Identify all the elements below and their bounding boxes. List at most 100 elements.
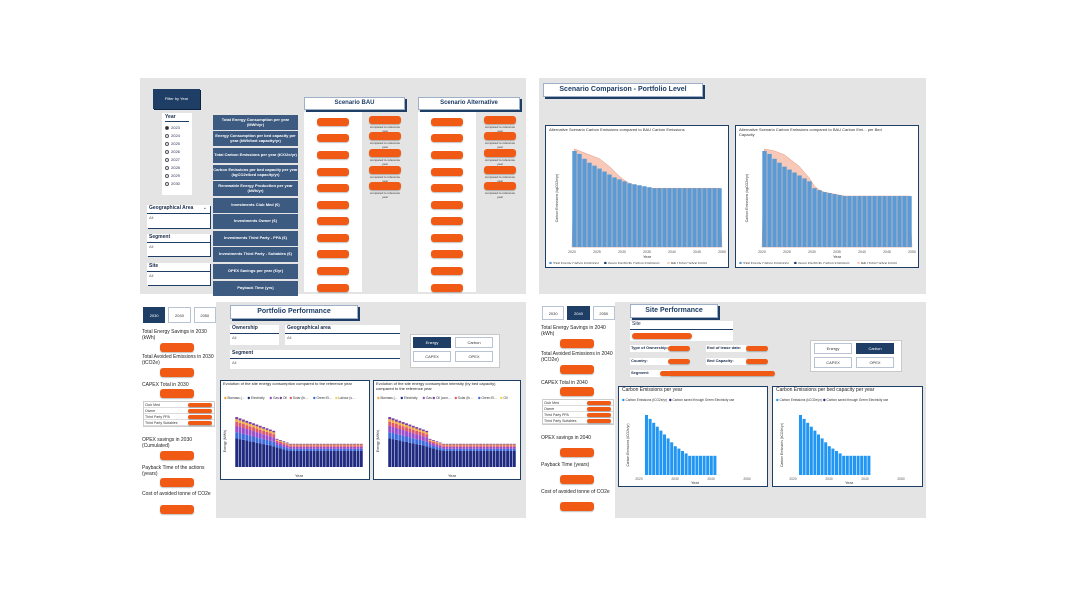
capex-row-value[interactable]	[188, 409, 212, 413]
alt-value-button[interactable]	[431, 234, 463, 242]
alt-value-button[interactable]	[431, 118, 463, 126]
bau-value-button[interactable]	[317, 151, 349, 159]
bau-delta-button[interactable]	[369, 116, 401, 124]
site-dropdown[interactable]: All	[149, 272, 154, 278]
bau-value-button[interactable]	[317, 284, 349, 292]
kpi-value-button[interactable]	[560, 365, 594, 374]
alt-delta-button[interactable]	[484, 166, 516, 174]
radio-icon[interactable]	[165, 165, 169, 170]
year-option[interactable]: 2024	[165, 132, 189, 140]
year-toggle-2040[interactable]: 2040	[567, 306, 590, 320]
bau-value-button[interactable]	[317, 134, 349, 142]
capex-row-value[interactable]	[188, 415, 212, 419]
site-info-value[interactable]	[746, 359, 768, 364]
alt-value-button[interactable]	[431, 284, 463, 292]
bau-value-button[interactable]	[317, 184, 349, 192]
stack-segment	[401, 426, 405, 431]
filter-by-year-button[interactable]: Filter by Year	[153, 89, 200, 109]
alt-delta-button[interactable]	[484, 182, 516, 190]
radio-icon[interactable]	[165, 157, 169, 162]
bau-value-button[interactable]	[317, 267, 349, 275]
toggle-opex[interactable]: OPEX	[455, 351, 493, 362]
alt-value-button[interactable]	[431, 217, 463, 225]
site-info-value[interactable]	[660, 371, 775, 376]
site-info-value[interactable]	[746, 346, 768, 351]
geo-area-dropdown[interactable]: All	[149, 214, 154, 220]
kpi-value-button[interactable]	[560, 387, 594, 396]
bau-value-button[interactable]	[317, 234, 349, 242]
radio-icon[interactable]	[165, 149, 169, 154]
capex-row-value[interactable]	[188, 403, 212, 407]
radio-icon[interactable]	[165, 125, 169, 130]
stack-segment	[492, 443, 496, 445]
alt-delta-button[interactable]	[484, 132, 516, 140]
year-toggle-2050[interactable]: 2050	[193, 307, 216, 323]
site-info-value[interactable]	[668, 359, 690, 364]
year-toggle-2030[interactable]: 2030	[542, 306, 565, 320]
alt-value-button[interactable]	[431, 151, 463, 159]
year-option[interactable]: 2029	[165, 172, 189, 180]
year-option[interactable]: 2023	[165, 124, 189, 132]
year-toggle-2040[interactable]: 2040	[168, 307, 191, 323]
toggle-opex[interactable]: OPEX	[856, 357, 894, 368]
toggle-carbon[interactable]: Carbon	[455, 337, 493, 348]
sp-site-dropdown[interactable]	[632, 333, 692, 339]
capex-row-value[interactable]	[587, 401, 611, 405]
year-toggle-2030[interactable]: 2030	[143, 307, 166, 323]
bau-value-button[interactable]	[317, 118, 349, 126]
chevron-down-icon[interactable]: ⌄	[202, 205, 207, 211]
pp-geo-dropdown[interactable]: All	[287, 334, 292, 340]
kpi-value-button[interactable]	[160, 368, 194, 377]
kpi-value-button[interactable]	[160, 389, 194, 398]
year-toggle-2050[interactable]: 2050	[592, 306, 615, 320]
alt-value-button[interactable]	[431, 134, 463, 142]
capex-row-value[interactable]	[587, 413, 611, 417]
alt-value-button[interactable]	[431, 250, 463, 258]
capex-row-value[interactable]	[587, 407, 611, 411]
kpi-value-button[interactable]	[160, 505, 194, 514]
alt-delta-button[interactable]	[484, 149, 516, 157]
radio-icon[interactable]	[165, 141, 169, 146]
bau-delta-button[interactable]	[369, 149, 401, 157]
stack-segment	[292, 445, 296, 447]
bau-delta-button[interactable]	[369, 166, 401, 174]
kpi-value-button[interactable]	[160, 343, 194, 352]
bau-delta-button[interactable]	[369, 132, 401, 140]
year-option[interactable]: 2026	[165, 148, 189, 156]
alt-value-button[interactable]	[431, 267, 463, 275]
bau-value-button[interactable]	[317, 168, 349, 176]
kpi-value-button[interactable]	[560, 339, 594, 348]
radio-icon[interactable]	[165, 173, 169, 178]
kpi-value-button[interactable]	[160, 451, 194, 460]
year-option[interactable]: 2028	[165, 164, 189, 172]
stack-segment	[353, 445, 357, 447]
toggle-capex[interactable]: CAPEX	[814, 357, 852, 368]
kpi-value-button[interactable]	[560, 448, 594, 457]
kpi-value-button[interactable]	[160, 478, 194, 487]
capex-row-value[interactable]	[587, 419, 611, 423]
year-option[interactable]: 2025	[165, 140, 189, 148]
pp-ownership-dropdown[interactable]: All	[232, 334, 237, 340]
toggle-carbon[interactable]: Carbon	[856, 343, 894, 354]
alt-value-button[interactable]	[431, 201, 463, 209]
kpi-value-button[interactable]	[560, 502, 594, 511]
alt-delta-button[interactable]	[484, 116, 516, 124]
bau-delta-button[interactable]	[369, 182, 401, 190]
pp-segment-dropdown[interactable]: All	[232, 359, 237, 365]
alt-value-button[interactable]	[431, 168, 463, 176]
toggle-capex[interactable]: CAPEX	[413, 351, 451, 362]
bau-value-button[interactable]	[317, 201, 349, 209]
bau-value-button[interactable]	[317, 217, 349, 225]
capex-row-value[interactable]	[188, 421, 212, 425]
year-option[interactable]: 2027	[165, 156, 189, 164]
radio-icon[interactable]	[165, 181, 169, 186]
alt-value-button[interactable]	[431, 184, 463, 192]
year-option[interactable]: 2030	[165, 180, 189, 188]
site-info-value[interactable]	[668, 346, 690, 351]
toggle-energy[interactable]: Energy	[413, 337, 451, 348]
bau-value-button[interactable]	[317, 250, 349, 258]
segment-dropdown[interactable]: All	[149, 243, 154, 249]
toggle-energy[interactable]: Energy	[814, 343, 852, 354]
radio-icon[interactable]	[165, 133, 169, 138]
kpi-value-button[interactable]	[560, 475, 594, 484]
